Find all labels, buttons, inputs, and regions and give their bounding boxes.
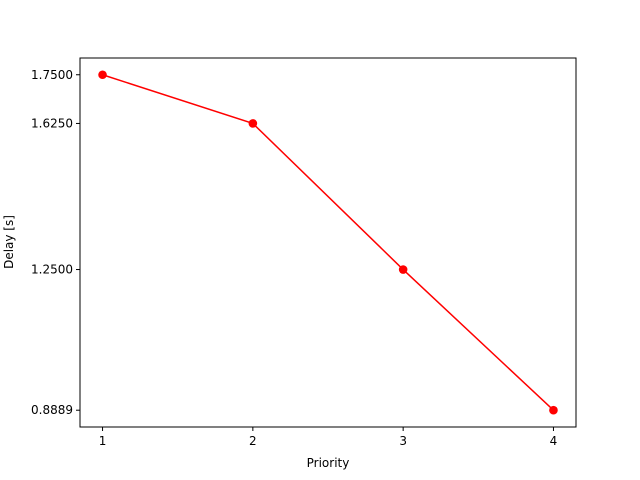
data-point bbox=[98, 70, 107, 80]
x-tick-label: 4 bbox=[550, 434, 558, 448]
y-axis-label: Delay [s] bbox=[2, 215, 16, 269]
x-tick-label: 3 bbox=[399, 434, 407, 448]
axes-frame bbox=[79, 57, 577, 428]
series-line bbox=[102, 74, 554, 411]
data-point bbox=[398, 265, 408, 274]
data-point bbox=[248, 119, 258, 128]
x-axis-label: Priority bbox=[307, 456, 350, 470]
x-tick-label: 1 bbox=[99, 434, 107, 448]
y-tick-label: 1.7500 bbox=[31, 68, 73, 82]
y-tick-label: 0.8889 bbox=[31, 403, 73, 417]
plot-area bbox=[98, 70, 558, 415]
x-tick-label: 2 bbox=[249, 434, 257, 448]
y-tick-label: 1.6250 bbox=[31, 116, 73, 130]
data-point bbox=[549, 405, 558, 415]
y-axis: 1.7500 1.6250 1.2500 0.8889 bbox=[31, 68, 80, 417]
x-axis: 1 2 3 4 bbox=[99, 427, 558, 448]
y-tick-label: 1.2500 bbox=[31, 263, 73, 277]
